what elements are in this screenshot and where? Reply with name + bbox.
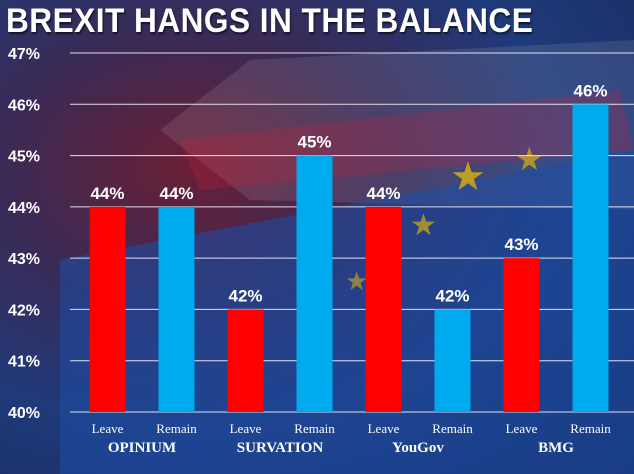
x-group-label: SURVATION (237, 440, 324, 456)
star-icon: ★ (515, 141, 544, 177)
y-tick-label: 45% (8, 149, 40, 166)
x-group-label: BMG (538, 440, 574, 456)
x-category-label: Remain (156, 421, 197, 436)
x-category-label: Leave (92, 421, 124, 436)
x-group-label: YouGov (392, 440, 444, 456)
data-label: 44% (90, 184, 124, 203)
y-tick-label: 41% (8, 354, 40, 371)
x-category-label: Leave (230, 421, 262, 436)
y-tick-label: 43% (8, 251, 40, 268)
x-category-label: Remain (294, 421, 335, 436)
x-category-label: Leave (506, 421, 538, 436)
star-icon: ★ (345, 267, 368, 296)
x-category-label: Remain (570, 421, 611, 436)
star-icon: ★ (450, 154, 486, 199)
bar-leave (227, 309, 264, 412)
data-label: 42% (228, 286, 262, 305)
data-label: 42% (435, 286, 469, 305)
data-label: 46% (573, 81, 607, 100)
bar-remain (158, 206, 195, 412)
chart-title: BREXIT HANGS IN THE BALANCE (6, 2, 534, 40)
star-icon: ★ (410, 209, 437, 242)
bar-leave (503, 258, 540, 412)
x-category-label: Leave (368, 421, 400, 436)
bar-leave (89, 206, 126, 412)
y-tick-label: 46% (8, 97, 40, 114)
y-tick-label: 40% (8, 405, 40, 422)
data-label: 44% (159, 184, 193, 203)
data-label: 44% (366, 184, 400, 203)
data-label: 45% (297, 133, 331, 152)
y-tick-label: 42% (8, 302, 40, 319)
y-tick-label: 44% (8, 200, 40, 217)
x-group-label: OPINIUM (108, 440, 176, 456)
bar-remain (296, 155, 333, 413)
x-category-label: Remain (432, 421, 473, 436)
y-tick-label: 47% (8, 46, 40, 63)
data-label: 43% (504, 235, 538, 254)
bar-leave (365, 206, 402, 412)
bar-remain (572, 104, 609, 413)
bar-remain (434, 309, 471, 412)
